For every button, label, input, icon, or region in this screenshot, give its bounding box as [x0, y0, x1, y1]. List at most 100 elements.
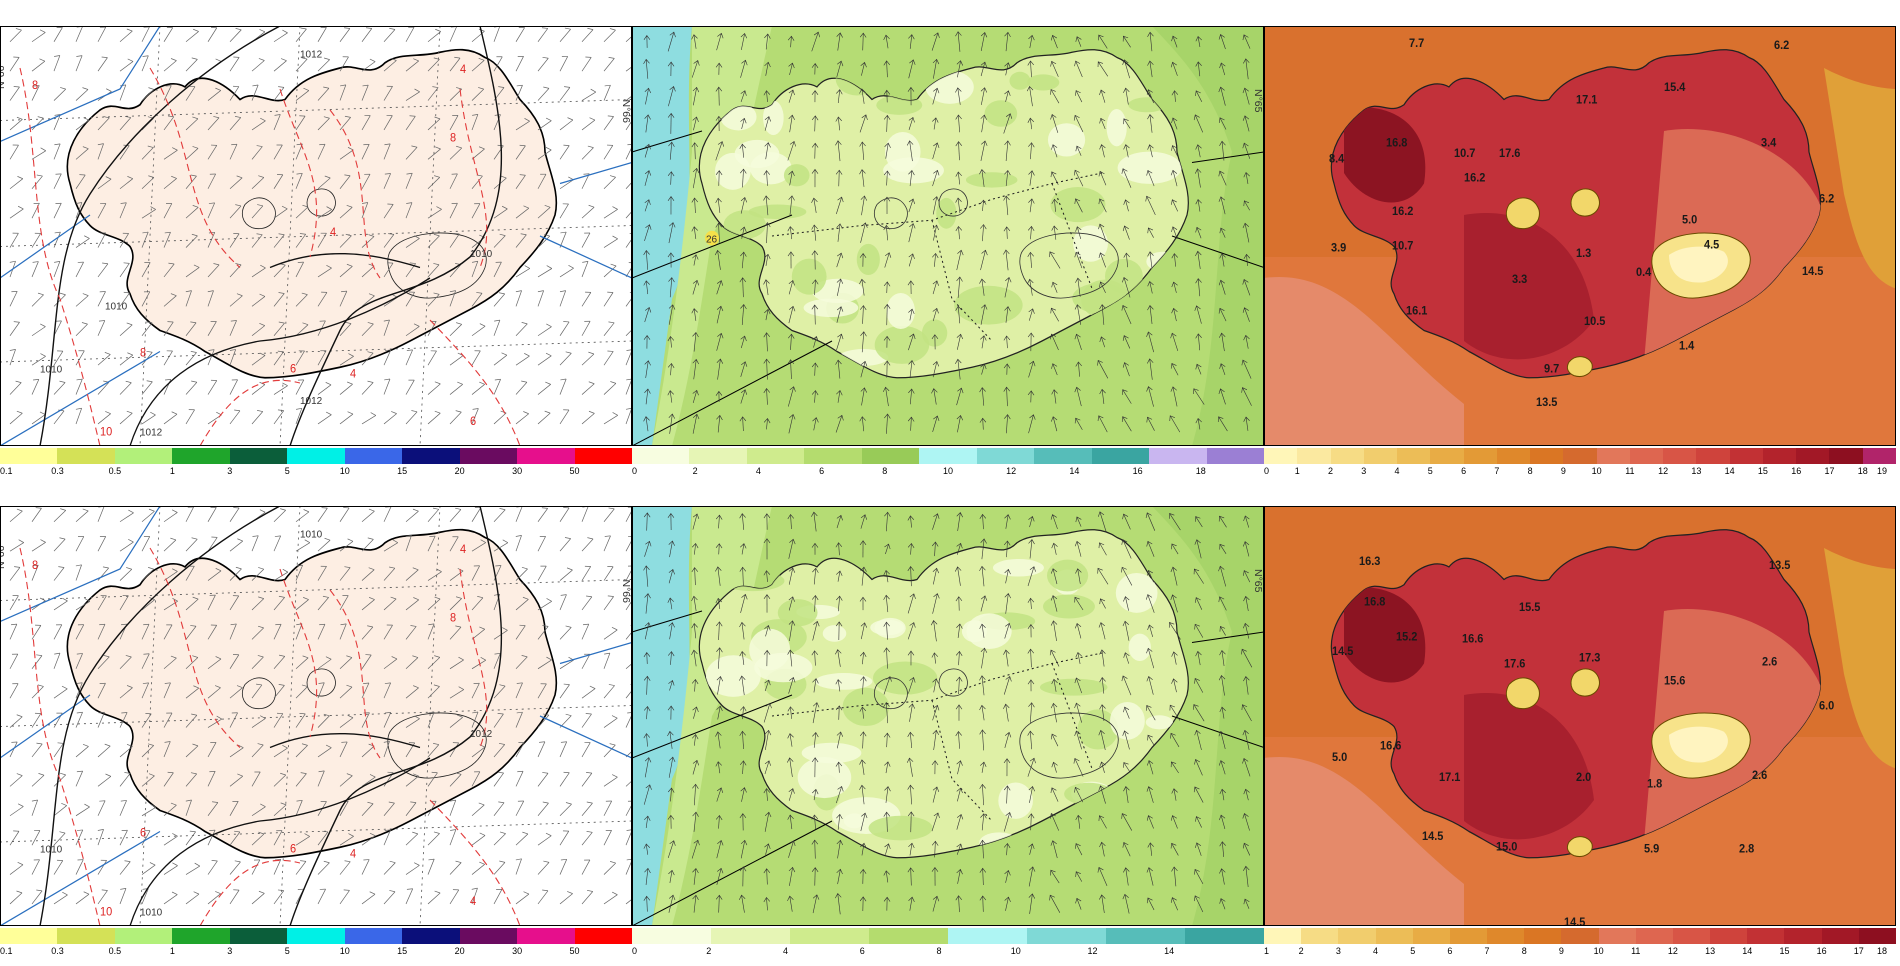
legend-swatch [1530, 448, 1564, 464]
temperature-label: 17.6 [1504, 658, 1525, 670]
wind-speed-patch [1129, 634, 1151, 661]
legend-tick-label: 9 [1561, 466, 1566, 476]
precip-contour-label: 6 [140, 828, 146, 840]
legend-swatch [287, 928, 345, 944]
temperature-label: 14.5 [1802, 266, 1823, 278]
legend-swatch [115, 928, 173, 944]
legend-swatch [1696, 448, 1730, 464]
wind-speed-patch [792, 259, 827, 295]
legend-tick-label: 4 [1373, 946, 1378, 956]
glacier-cold-area [1571, 669, 1599, 696]
wind-speed-patch [1146, 715, 1173, 729]
legend-swatch [460, 448, 518, 464]
legend-swatch [1264, 448, 1298, 464]
legend-tick-label: 3 [1361, 466, 1366, 476]
legend-swatch [575, 928, 632, 944]
legend-tick-label: 10 [1594, 946, 1604, 956]
wind-speed-patch [966, 172, 1018, 187]
temperature-label: 17.1 [1439, 772, 1460, 784]
legend-tick-label: 14 [1164, 946, 1174, 956]
isobar-label: 1012 [140, 427, 163, 438]
wind-speed-patch [1027, 74, 1059, 90]
glacier-cold-area [1567, 837, 1592, 857]
legend-swatch [1297, 448, 1331, 464]
legend-tick-label: 12 [1087, 946, 1097, 956]
map-canvas: 26N°65 [632, 26, 1264, 446]
temperature-label: 14.5 [1332, 646, 1353, 658]
wind-speed-patch [1040, 679, 1108, 696]
legend-tick-label: 12 [1668, 946, 1678, 956]
temperature-label: 6.0 [1819, 700, 1834, 712]
legend-tick-label: 13 [1705, 946, 1715, 956]
legend-swatch [869, 928, 949, 944]
precip-contour-label: 4 [460, 64, 466, 76]
legend-swatch [172, 448, 230, 464]
legend-swatch [1784, 928, 1822, 944]
temperature-label: 10.5 [1584, 316, 1605, 328]
panel-header [632, 492, 1264, 506]
legend-swatch [1730, 448, 1764, 464]
legend-tick-label: 3 [227, 946, 232, 956]
legend-tick-label: 15 [397, 946, 407, 956]
legend-swatch [0, 448, 58, 464]
wind-speed-patch [886, 293, 915, 329]
legend-swatch [977, 448, 1035, 464]
precip-contour-label: 8 [140, 348, 146, 360]
temperature-label: 2.8 [1739, 843, 1754, 855]
legend-tick-label: 50 [570, 946, 580, 956]
wind-speed-patch [1050, 187, 1105, 222]
panel-header [0, 492, 632, 506]
wind-speed-patch [823, 625, 846, 642]
legend-swatch [345, 928, 403, 944]
temperature-label: 1.3 [1576, 248, 1591, 260]
legend-tick-label: 15 [397, 466, 407, 476]
latitude-label: N°65 [1252, 569, 1263, 593]
legend-swatch [1264, 928, 1302, 944]
temperature-label: 16.8 [1364, 597, 1385, 609]
precip-contour-label: 10 [100, 906, 112, 918]
legend-swatch [1207, 448, 1264, 464]
temperature-label: 17.1 [1576, 94, 1597, 106]
precip-contour-label: 10 [100, 426, 112, 438]
legend-swatch [1364, 448, 1398, 464]
legend-swatch [1673, 928, 1711, 944]
wind-speed-patch [875, 326, 930, 364]
temperature-label: 0.4 [1636, 267, 1652, 279]
legend-tick-label: 5 [285, 946, 290, 956]
isobar-label: 1010 [300, 529, 323, 540]
wind-speed-patch [985, 100, 1018, 127]
legend-tick-label: 0.1 [0, 466, 13, 476]
legend-tick-label: 14 [1742, 946, 1752, 956]
latitude-label: N°66 [0, 545, 7, 569]
legend-tick-label: 0 [632, 466, 637, 476]
temperature-label: 5.0 [1332, 752, 1347, 764]
legend-tick-label: 2 [693, 466, 698, 476]
legend-tick-label: 0.3 [51, 466, 64, 476]
legend-tick-label: 0.3 [51, 946, 64, 956]
temperature-label: 15.4 [1664, 82, 1686, 94]
legend-swatch [1106, 928, 1186, 944]
panel-header [632, 12, 1264, 26]
legend-swatch [1763, 448, 1797, 464]
legend-tick-label: 15 [1779, 946, 1789, 956]
glacier-cold-area [1506, 198, 1539, 229]
latitude-label: N°65 [1252, 89, 1263, 113]
temperature-label: 7.7 [1409, 38, 1424, 50]
panel-header [1264, 492, 1896, 506]
temperature-label: 14.5 [1422, 831, 1443, 843]
wind-speed-patch [954, 286, 1022, 325]
glacier-outline [307, 669, 335, 696]
wind-speed-patch [1107, 109, 1127, 146]
legend-swatch [1376, 928, 1414, 944]
legend-swatch [460, 928, 518, 944]
precip-contour-label: 6 [290, 843, 296, 855]
legend-swatch [1863, 448, 1896, 464]
temperature-label: 15.6 [1664, 675, 1685, 687]
temperature-label: 3.9 [1331, 243, 1346, 255]
legend-swatch [575, 448, 632, 464]
legend-swatch [1413, 928, 1451, 944]
legend-tick-label: 5 [1410, 946, 1415, 956]
